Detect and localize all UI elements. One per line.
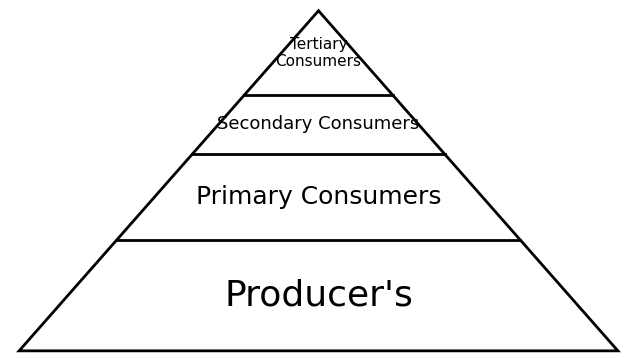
- Text: Producer's: Producer's: [224, 279, 413, 312]
- Polygon shape: [19, 11, 618, 351]
- Text: Primary Consumers: Primary Consumers: [196, 185, 441, 209]
- Text: Secondary Consumers: Secondary Consumers: [217, 115, 420, 134]
- Text: Tertiary
Consumers: Tertiary Consumers: [275, 37, 362, 69]
